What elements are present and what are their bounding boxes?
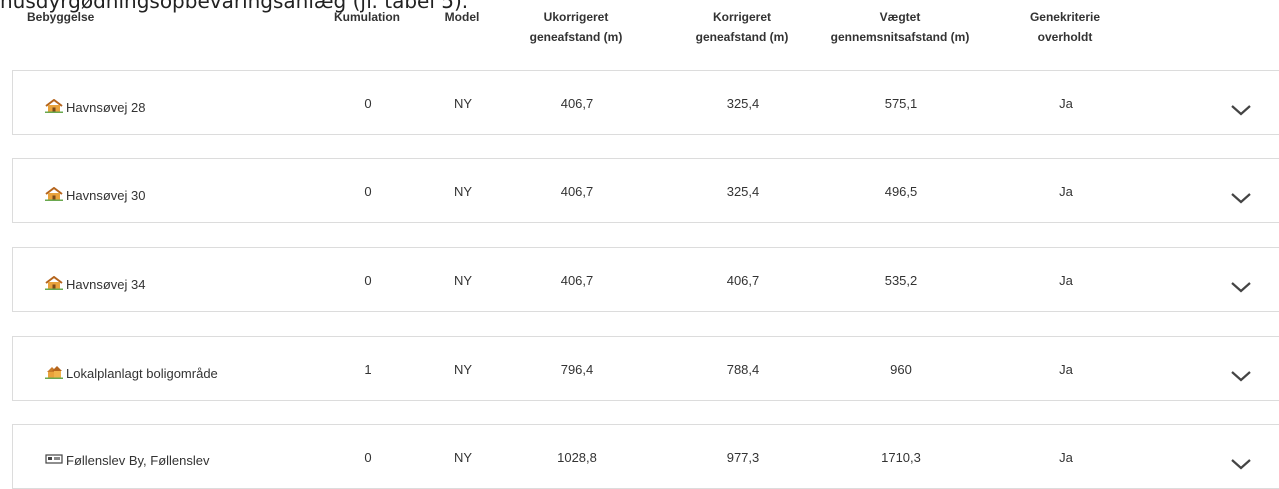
table-cell: 325,4 [726,96,760,111]
expand-chevron[interactable] [1230,191,1252,209]
expand-chevron[interactable] [1230,103,1252,121]
column-header: Korrigeret geneafstand (m) [695,10,789,44]
table-cell: 1028,8 [557,450,597,465]
building-icon [45,365,63,382]
table-cell: 960 [890,362,912,377]
building-name: Lokalplanlagt boligområde [66,366,218,381]
building-name: Havnsøvej 34 [66,277,146,292]
table-cell: 788,4 [726,362,760,377]
table-cell: 406,7 [726,273,760,288]
table-cell: 535,2 [884,273,918,288]
column-header: Vægtet gennemsnitsafstand (m) [830,10,970,44]
table-cell: 977,3 [726,450,760,465]
table-cell: 325,4 [726,184,760,199]
row-card: Havnsøvej 30 0 NY 406,7 325,4 496,5 Ja [12,158,1279,223]
table-cell: 0 [364,450,372,465]
row-card: Lokalplanlagt boligområde 1 NY 796,4 788,4 96… [12,336,1279,401]
row-label: Føllenslev By, Føllenslev [45,453,210,468]
table-cell: 1710,3 [881,450,921,465]
table-cell: 0 [364,96,372,111]
table-cell: 575,1 [884,96,918,111]
table-cell: Ja [1059,96,1073,111]
table-cell: NY [453,96,473,111]
building-name: Føllenslev By, Føllenslev [66,453,210,468]
column-header: Genekriterie overholdt [1029,10,1101,44]
table-cell: 796,4 [560,362,594,377]
row-label: Havnsøvej 30 [45,186,146,204]
table-cell: 1 [364,362,372,377]
table-cell: NY [453,184,473,199]
row-card: Føllenslev By, Føllenslev 0 NY 1028,8 977,3 1… [12,424,1279,489]
column-header: Model [444,10,480,24]
row-card: Havnsøvej 28 0 NY 406,7 325,4 575,1 Ja [12,70,1279,135]
building-icon [45,275,63,293]
table-cell: 496,5 [884,184,918,199]
expand-chevron[interactable] [1230,280,1252,298]
table-cell: 0 [364,273,372,288]
table-cell: Ja [1059,184,1073,199]
table-cell: Ja [1059,273,1073,288]
column-header: Bebyggelse [27,10,95,24]
table-cell: NY [453,273,473,288]
table-cell: 406,7 [560,184,594,199]
row-label: Havnsøvej 34 [45,275,146,293]
building-icon [45,98,63,116]
column-header: Ukorrigeret geneafstand (m) [529,10,623,44]
table-cell: 0 [364,184,372,199]
row-card: Havnsøvej 34 0 NY 406,7 406,7 535,2 Ja [12,247,1279,312]
table-cell: Ja [1059,362,1073,377]
building-icon [45,453,63,468]
table-cell: 406,7 [560,96,594,111]
table-cell: NY [453,362,473,377]
building-name: Havnsøvej 28 [66,100,146,115]
row-label: Havnsøvej 28 [45,98,146,116]
expand-chevron[interactable] [1230,457,1252,475]
table-cell: Ja [1059,450,1073,465]
expand-chevron[interactable] [1230,369,1252,387]
building-icon [45,186,63,204]
building-name: Havnsøvej 30 [66,188,146,203]
table-cell: NY [453,450,473,465]
intro-text: husdyrgødningsopbevaringsanlæg (jf. tabe… [0,0,469,13]
table-cell: 406,7 [560,273,594,288]
row-label: Lokalplanlagt boligområde [45,365,218,382]
column-header: Kumulation [334,10,400,24]
